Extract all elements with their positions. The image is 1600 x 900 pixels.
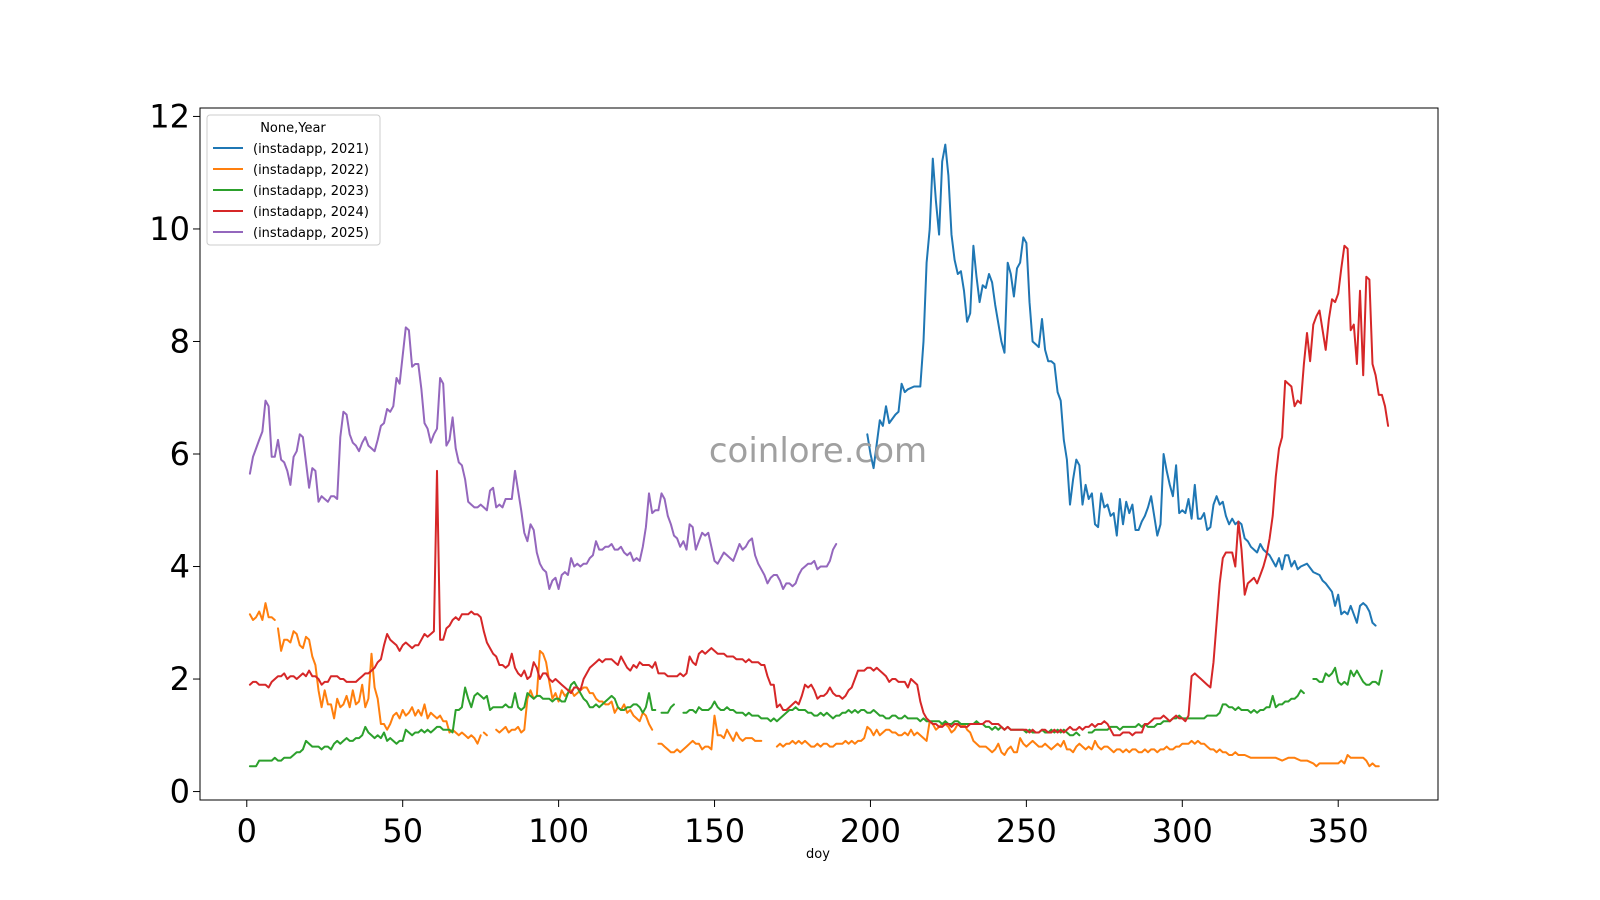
series-line-3-segment-2: [660, 703, 675, 714]
y-tick-label: 8: [170, 322, 190, 360]
plot-background: [200, 108, 1438, 800]
x-axis-label: doy: [806, 847, 830, 862]
x-tick-label: 0: [237, 812, 257, 850]
y-tick-label: 0: [170, 773, 190, 811]
legend-label: (instadapp, 2024): [253, 205, 369, 220]
x-tick-label: 350: [1308, 812, 1369, 850]
x-tick-label: 300: [1152, 812, 1213, 850]
series-line-4: [248, 244, 1390, 737]
legend-label: (instadapp, 2025): [253, 226, 369, 241]
y-tick-label: 6: [170, 435, 190, 473]
legend-entries: (instadapp, 2021) (instadapp, 2022) (insta…: [213, 142, 369, 241]
y-tick-label: 4: [170, 548, 190, 586]
legend: None,Year (instadapp, 2021)(instadapp, 2…: [206, 114, 381, 246]
watermark: coinlore.com: [709, 431, 927, 471]
series-line-2-segment-3: [482, 731, 488, 737]
series-line-2-segment-2: [277, 627, 482, 745]
x-tick-label: 150: [684, 812, 745, 850]
x-tick-label: 100: [528, 812, 589, 850]
legend-label: (instadapp, 2023): [253, 184, 369, 199]
series-line-2-segment-1: [248, 602, 276, 621]
y-tick-label: 10: [149, 210, 190, 248]
series-line-3-segment-5: [1312, 666, 1383, 686]
series-line-3-segment-1: [248, 680, 657, 768]
series-line-5: [248, 326, 838, 590]
y-tick-label: 2: [170, 660, 190, 698]
x-tick-label: 50: [382, 812, 423, 850]
legend-label: (instadapp, 2021): [253, 142, 369, 157]
series-line-2-segment-6: [775, 720, 1380, 768]
legend-box: [206, 114, 381, 246]
series-layer: [248, 143, 1390, 768]
series-line-2-segment-4: [495, 649, 654, 734]
x-tick-label: 200: [840, 812, 901, 850]
y-axis: 0 2 4 6 8 10 12: [149, 97, 200, 811]
x-tick-label: 250: [996, 812, 1057, 850]
y-tick-label: 12: [149, 97, 190, 135]
series-line-3-segment-4: [1087, 689, 1305, 734]
series-line-1: [866, 143, 1377, 627]
series-line-2-segment-5: [657, 714, 763, 754]
x-axis: 0 50 100 150 200 250 300 350: [237, 800, 1369, 850]
legend-title: None,Year: [260, 121, 326, 136]
legend-label: (instadapp, 2022): [253, 163, 369, 178]
